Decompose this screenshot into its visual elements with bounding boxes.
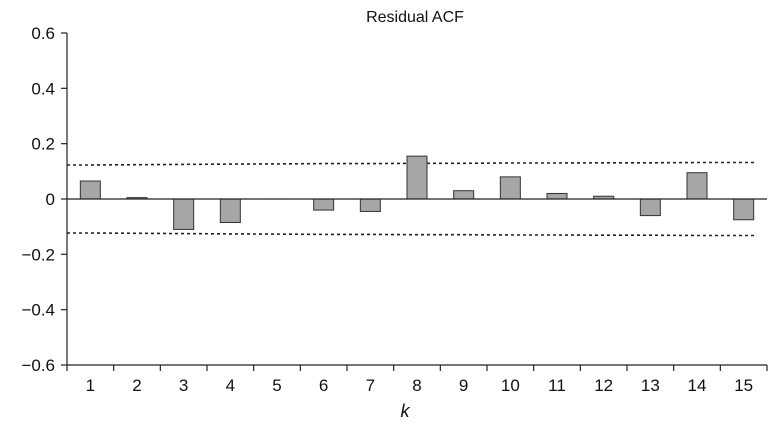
bars-group (79, 155, 755, 230)
y-tick-label: 0.2 (31, 135, 55, 154)
y-tick-label: 0.6 (31, 24, 55, 43)
x-tick-label: 6 (319, 376, 328, 395)
y-tick-label: −0.6 (21, 356, 55, 375)
y-tick-label: −0.4 (21, 301, 55, 320)
acf-bar (219, 198, 241, 224)
acf-bar (313, 198, 335, 211)
acf-bar (453, 190, 475, 200)
x-tick-label: 1 (86, 376, 95, 395)
x-tick-label: 14 (688, 376, 707, 395)
x-tick-label: 13 (641, 376, 660, 395)
x-tick-label: 15 (734, 376, 753, 395)
x-tick-label: 10 (501, 376, 520, 395)
y-tick-label: 0 (46, 190, 55, 209)
acf-bar (173, 198, 195, 230)
acf-bar (733, 198, 755, 221)
y-tick-label: 0.4 (31, 79, 55, 98)
x-tick-label: 5 (272, 376, 281, 395)
x-tick-label: 2 (132, 376, 141, 395)
x-tick-label: 9 (459, 376, 468, 395)
acf-bar (406, 155, 428, 200)
x-tick-label: 12 (594, 376, 613, 395)
x-tick-label: 4 (226, 376, 235, 395)
y-tick-label: −0.2 (21, 245, 55, 264)
x-tick-label: 3 (179, 376, 188, 395)
acf-bar (499, 176, 521, 200)
x-tick-label: 8 (412, 376, 421, 395)
x-axis-title: k (401, 401, 411, 421)
acf-bar (546, 192, 568, 200)
y-ticks-group: −0.6 −0.4 −0.2 0 0.2 0.4 0.6 (21, 24, 67, 375)
acf-bar (79, 180, 101, 200)
x-ticks-group: 1 2 3 4 5 6 7 8 9 10 11 12 13 14 15 (66, 365, 768, 395)
axes-group (66, 33, 767, 366)
acf-bar (639, 198, 661, 217)
acf-bar (686, 172, 708, 200)
x-tick-label: 11 (548, 376, 566, 395)
x-tick-label: 7 (366, 376, 375, 395)
chart-title: Residual ACF (366, 9, 464, 26)
acf-bar (359, 198, 381, 212)
lower-confidence-band (67, 232, 757, 237)
